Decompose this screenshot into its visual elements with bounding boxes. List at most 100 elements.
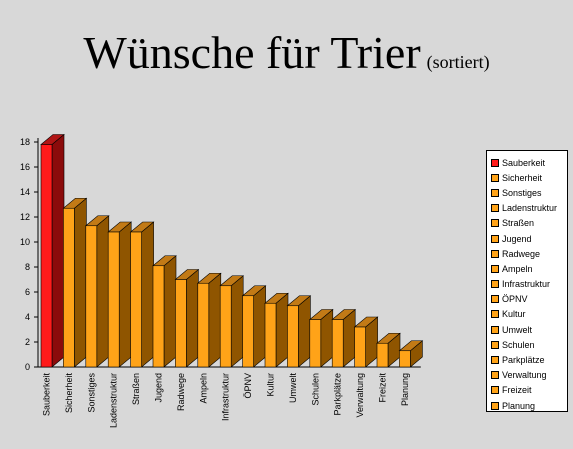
y-tick-label: 6 <box>25 287 30 297</box>
bar-3 <box>107 231 120 368</box>
bar-side-0 <box>51 133 65 368</box>
legend: Sauberkeit Sicherheit Sonstiges Ladenstrukt… <box>486 150 568 412</box>
y-tick-label: 0 <box>25 362 30 372</box>
legend-label: Umwelt <box>502 324 533 335</box>
legend-item-4: Straßen <box>491 216 567 231</box>
category-label-16: Planung <box>400 373 410 406</box>
bar-10 <box>264 302 277 368</box>
bar-side-5 <box>163 255 177 368</box>
legend-label: Schulen <box>502 339 535 350</box>
category-label-13: Parkplätze <box>333 373 343 416</box>
legend-swatch <box>491 173 499 182</box>
bar-side-4 <box>141 221 154 368</box>
legend-swatch <box>491 234 499 243</box>
legend-swatch <box>491 158 499 167</box>
legend-item-2: Sonstiges <box>491 185 567 200</box>
y-tick-label: 18 <box>20 137 30 147</box>
bar-2 <box>85 225 98 368</box>
legend-label: Straßen <box>502 218 535 229</box>
category-label-0: Sauberkeit <box>42 373 52 417</box>
legend-item-0: Sauberkeit <box>491 155 567 170</box>
bar-1 <box>63 207 75 368</box>
legend-item-14: Verwaltung <box>491 368 567 383</box>
legend-swatch <box>491 340 499 349</box>
legend-label: Verwaltung <box>502 370 547 381</box>
chart-title: Wünsche für Trier <box>83 27 421 78</box>
legend-item-6: Radwege <box>491 246 567 261</box>
legend-label: Radwege <box>502 248 541 259</box>
bar-9 <box>242 295 254 368</box>
legend-label: Planung <box>502 400 536 411</box>
bar-15 <box>376 342 389 368</box>
bar-side-8 <box>230 275 244 368</box>
category-label-7: Ampeln <box>198 373 208 404</box>
y-tick-label: 4 <box>25 312 30 322</box>
legend-swatch <box>491 188 499 197</box>
legend-swatch <box>491 204 499 213</box>
bar-side-11 <box>298 295 311 368</box>
category-label-10: Kultur <box>266 373 276 397</box>
bar-side-10 <box>275 292 289 368</box>
chart-subtitle: (sortiert) <box>426 52 490 72</box>
legend-item-7: Ampeln <box>491 261 567 276</box>
legend-label: Sicherheit <box>502 172 543 183</box>
category-label-12: Schulen <box>310 373 320 406</box>
legend-item-8: Infrastruktur <box>491 277 567 292</box>
legend-label: Freizeit <box>502 385 532 396</box>
bar-8 <box>219 285 232 368</box>
category-label-6: Radwege <box>176 373 186 411</box>
legend-item-9: ÖPNV <box>491 292 567 307</box>
legend-label: Kultur <box>502 309 526 320</box>
legend-item-11: Umwelt <box>491 322 567 337</box>
y-tick-label: 16 <box>20 162 30 172</box>
legend-item-5: Jugend <box>491 231 567 246</box>
bar-side-6 <box>186 268 199 368</box>
legend-swatch <box>491 401 499 410</box>
legend-swatch <box>491 325 499 334</box>
category-label-1: Sicherheit <box>64 373 74 414</box>
legend-item-3: Ladenstruktur <box>491 201 567 216</box>
legend-label: Ampeln <box>502 263 533 274</box>
y-tick-label: 2 <box>25 337 30 347</box>
category-label-15: Freizeit <box>378 373 388 403</box>
legend-label: Parkplätze <box>502 355 545 366</box>
bar-7 <box>197 282 210 368</box>
legend-item-16: Planung <box>491 398 567 413</box>
legend-swatch <box>491 371 499 380</box>
legend-label: ÖPNV <box>502 294 528 305</box>
category-label-14: Verwaltung <box>355 373 365 418</box>
bar-14 <box>354 326 366 368</box>
bar-12 <box>309 319 322 368</box>
bar-4 <box>130 231 142 368</box>
category-label-9: ÖPNV <box>243 373 253 399</box>
bar-side-2 <box>96 215 110 368</box>
bar-13 <box>331 319 344 368</box>
legend-label: Infrastruktur <box>502 279 551 290</box>
legend-item-15: Freizeit <box>491 383 567 398</box>
chart-title-row: Wünsche für Trier (sortiert) <box>0 26 573 79</box>
bar-side-9 <box>253 285 266 368</box>
y-tick-label: 10 <box>20 237 30 247</box>
category-label-8: Infrastruktur <box>221 373 231 421</box>
bar-0 <box>40 144 53 368</box>
category-label-3: Ladenstruktur <box>109 373 119 428</box>
legend-swatch <box>491 295 499 304</box>
bar-side-1 <box>74 197 87 368</box>
category-label-5: Jugend <box>154 373 164 403</box>
category-label-4: Straßen <box>131 373 141 405</box>
legend-item-1: Sicherheit <box>491 170 567 185</box>
legend-swatch <box>491 310 499 319</box>
bar-side-3 <box>118 221 132 368</box>
legend-label: Sonstiges <box>502 187 542 198</box>
category-label-2: Sonstiges <box>86 373 96 413</box>
legend-swatch <box>491 219 499 228</box>
category-label-11: Umwelt <box>288 373 298 404</box>
legend-item-10: Kultur <box>491 307 567 322</box>
legend-swatch <box>491 280 499 289</box>
legend-label: Ladenstruktur <box>502 203 558 214</box>
bar-6 <box>175 279 187 368</box>
legend-label: Jugend <box>502 233 532 244</box>
legend-swatch <box>491 249 499 258</box>
legend-item-12: Schulen <box>491 337 567 352</box>
